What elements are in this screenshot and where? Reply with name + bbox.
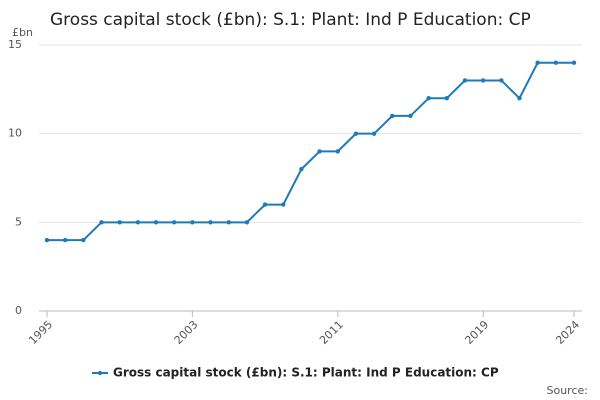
data-point (99, 220, 104, 225)
x-tick-label: 2019 (462, 318, 491, 347)
y-tick-label: 5 (15, 215, 22, 228)
source-label: Source: (547, 384, 589, 397)
data-point (553, 60, 559, 65)
data-point (371, 131, 377, 136)
data-point (81, 237, 86, 243)
legend-marker (97, 370, 103, 376)
data-point (190, 220, 195, 225)
data-point (299, 166, 304, 172)
data-point (426, 96, 431, 101)
data-point (44, 237, 50, 243)
data-point (244, 220, 250, 225)
data-point (153, 220, 159, 225)
data-point (499, 78, 504, 83)
data-point (262, 202, 268, 207)
data-point (517, 96, 522, 101)
x-tick-label: 2024 (553, 318, 582, 347)
data-point (317, 149, 322, 154)
y-tick-label: 10 (8, 127, 22, 140)
data-point (62, 237, 68, 243)
data-point (353, 131, 359, 136)
chart-title: Gross capital stock (£bn): S.1: Plant: I… (50, 10, 531, 30)
x-tick-label: 2003 (172, 318, 201, 347)
data-point (172, 220, 177, 225)
data-point (335, 149, 340, 154)
y-tick-label: 15 (8, 38, 22, 51)
legend-label: Gross capital stock (£bn): S.1: Plant: I… (113, 366, 499, 380)
data-point (226, 220, 231, 225)
data-point (535, 60, 540, 65)
data-point (462, 78, 468, 83)
data-point (135, 220, 141, 225)
series-line (47, 61, 574, 242)
y-unit-label: £bn (12, 26, 33, 39)
data-point (571, 60, 577, 65)
x-tick-label: 1995 (26, 318, 55, 347)
data-point (444, 96, 449, 101)
data-point (390, 113, 395, 119)
data-point (117, 220, 122, 225)
data-point (208, 220, 213, 225)
data-point (408, 113, 413, 119)
data-point (281, 202, 286, 207)
x-tick-label: 2011 (317, 318, 346, 347)
data-point (480, 78, 486, 83)
y-tick-label: 0 (15, 304, 22, 317)
